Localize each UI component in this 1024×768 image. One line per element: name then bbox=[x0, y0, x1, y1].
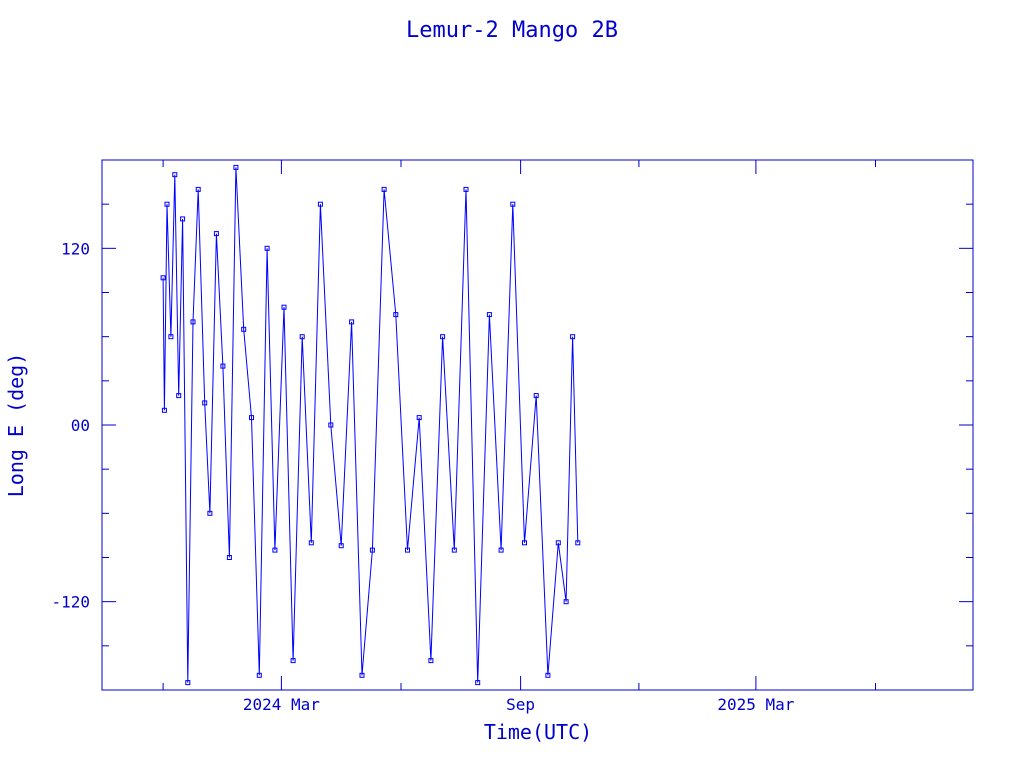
data-point bbox=[161, 407, 167, 413]
data-point bbox=[185, 680, 191, 686]
data-point bbox=[256, 672, 262, 678]
data-point bbox=[533, 393, 539, 399]
data-point bbox=[233, 164, 239, 170]
data-point bbox=[317, 201, 323, 207]
x-tick-label: 2024 Mar bbox=[243, 695, 320, 714]
data-point bbox=[359, 672, 365, 678]
data-point bbox=[416, 415, 422, 421]
data-point bbox=[249, 415, 254, 421]
data-point bbox=[195, 186, 201, 192]
data-point bbox=[369, 547, 375, 553]
data-point bbox=[349, 319, 355, 325]
data-point bbox=[510, 201, 516, 207]
data-point bbox=[498, 547, 504, 553]
plot-area bbox=[160, 164, 581, 686]
data-point bbox=[272, 547, 278, 553]
x-axis-label: Time(UTC) bbox=[484, 720, 592, 744]
chart-title: Lemur-2 Mango 2B bbox=[406, 18, 618, 43]
data-point bbox=[522, 540, 527, 546]
data-point bbox=[328, 422, 334, 428]
data-point bbox=[264, 245, 270, 251]
data-point bbox=[164, 201, 170, 207]
data-point bbox=[475, 680, 481, 686]
y-tick-label: -120 bbox=[51, 593, 90, 612]
data-point bbox=[451, 547, 457, 553]
y-axis-label: Long E (deg) bbox=[4, 353, 28, 498]
data-point bbox=[338, 543, 344, 549]
data-point bbox=[428, 658, 434, 664]
data-point bbox=[180, 216, 186, 222]
data-point bbox=[299, 334, 305, 340]
data-point bbox=[168, 334, 174, 340]
data-point bbox=[202, 400, 208, 406]
data-point bbox=[440, 334, 446, 340]
data-point bbox=[545, 672, 551, 678]
data-point bbox=[213, 231, 219, 237]
x-tick-label: Sep bbox=[506, 695, 535, 714]
data-point bbox=[290, 658, 296, 664]
series-line bbox=[162, 167, 579, 683]
data-point bbox=[190, 319, 196, 325]
data-point bbox=[220, 363, 226, 369]
data-point bbox=[241, 326, 247, 332]
y-tick-label: 120 bbox=[61, 239, 90, 258]
data-point bbox=[405, 547, 410, 553]
x-tick-label: 2025 Mar bbox=[717, 695, 794, 714]
data-point bbox=[486, 312, 492, 318]
data-point bbox=[563, 599, 569, 605]
data-point bbox=[226, 555, 232, 560]
x-axis-ticks: 2024 Mar Sep 2025 Mar bbox=[162, 160, 876, 714]
y-axis-ticks: 120 00 -120 bbox=[51, 203, 973, 647]
data-point bbox=[281, 304, 287, 310]
data-point bbox=[172, 172, 178, 178]
data-point bbox=[176, 393, 182, 399]
data-point bbox=[393, 312, 399, 318]
data-point bbox=[555, 540, 561, 546]
data-point bbox=[381, 186, 387, 192]
data-point bbox=[463, 186, 469, 192]
data-point bbox=[207, 510, 213, 516]
data-point bbox=[570, 334, 576, 340]
data-point bbox=[575, 540, 581, 546]
data-point bbox=[160, 275, 166, 281]
data-point bbox=[308, 540, 314, 546]
y-tick-label: 00 bbox=[71, 416, 90, 435]
